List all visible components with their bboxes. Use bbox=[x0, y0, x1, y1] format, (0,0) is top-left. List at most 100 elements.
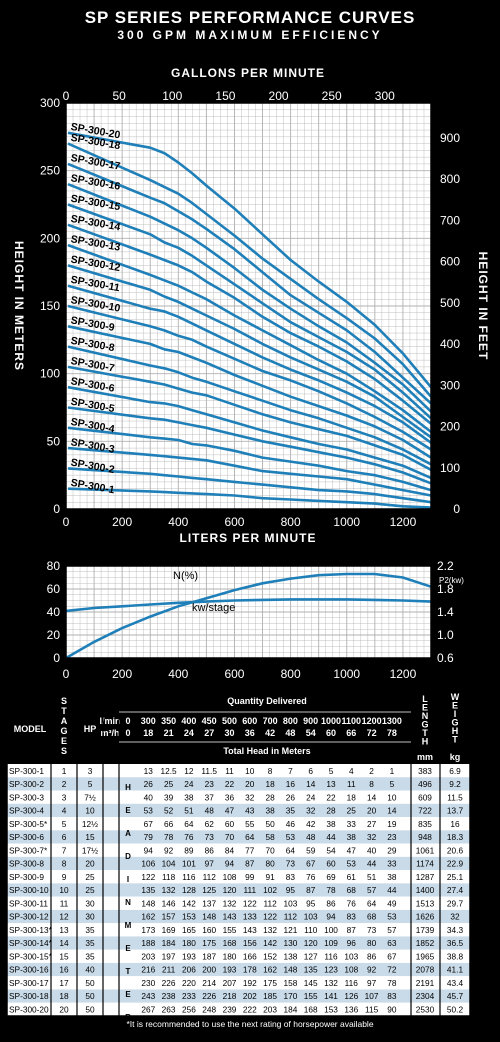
col-header-hp: HP bbox=[84, 724, 97, 734]
cell-head: 153 bbox=[182, 912, 196, 922]
x2-tick-label: 50 bbox=[112, 89, 126, 103]
cell-head: 193 bbox=[223, 965, 237, 975]
cell-head: 38 bbox=[326, 819, 336, 829]
cell-weight: 9.2 bbox=[449, 779, 461, 789]
y2-tick-label: 1.0 bbox=[437, 628, 454, 642]
cell-head: 233 bbox=[182, 991, 196, 1001]
cell-head: 87 bbox=[306, 885, 316, 895]
cell-head: 68 bbox=[367, 912, 377, 922]
x-tick-label: 0 bbox=[63, 667, 70, 681]
table-row bbox=[7, 817, 470, 831]
cell-head: 76 bbox=[347, 898, 357, 908]
cell-head: 83 bbox=[286, 872, 296, 882]
side-label: I bbox=[127, 875, 129, 884]
cell-head: 64 bbox=[184, 819, 194, 829]
cell-head: 38 bbox=[347, 832, 357, 842]
cell-head: 136 bbox=[344, 1005, 358, 1015]
cell-head: 16 bbox=[286, 779, 296, 789]
cell-head: 108 bbox=[223, 872, 237, 882]
table-row bbox=[7, 989, 470, 1003]
cell-hp: 40 bbox=[85, 965, 95, 975]
cell-head: 96 bbox=[347, 938, 357, 948]
footnote: *It is recommended to use the next ratin… bbox=[126, 1019, 374, 1029]
cell-hp: 3 bbox=[88, 766, 93, 776]
cell-head: 37 bbox=[205, 792, 215, 802]
cell-head: 73 bbox=[286, 859, 296, 869]
cell-head: 256 bbox=[182, 1005, 196, 1015]
cell-model: SP-300-15* bbox=[9, 951, 53, 961]
x2-tick-label: 100 bbox=[162, 89, 182, 103]
row-label-m3h: m³/h bbox=[101, 728, 120, 738]
y-axis-label: HEIGHT IN METERS bbox=[12, 241, 26, 371]
x-tick-label: 800 bbox=[281, 515, 301, 529]
cell-weight: 41.1 bbox=[447, 965, 464, 975]
x-tick-label: 1200 bbox=[390, 515, 417, 529]
cell-head: 53 bbox=[387, 912, 397, 922]
flow-lmin-label: 900 bbox=[303, 716, 318, 726]
cell-model: SP-300-9 bbox=[9, 872, 44, 882]
cell-stages: 12 bbox=[59, 912, 69, 922]
cell-weight: 38.8 bbox=[447, 951, 464, 961]
cell-weight: 20.6 bbox=[447, 845, 464, 855]
cell-head: 226 bbox=[202, 991, 216, 1001]
y2-tick-label: 0.6 bbox=[437, 651, 454, 665]
cell-head: 146 bbox=[162, 898, 176, 908]
cell-head: 132 bbox=[324, 978, 338, 988]
x-tick-label: 400 bbox=[168, 667, 188, 681]
cell-head: 22 bbox=[225, 779, 235, 789]
cell-length: 1287 bbox=[416, 872, 435, 882]
cell-head: 25 bbox=[164, 779, 174, 789]
cell-head: 61 bbox=[347, 872, 357, 882]
cell-head: 89 bbox=[184, 845, 194, 855]
cell-weight: 36.5 bbox=[447, 938, 464, 948]
cell-hp: 10 bbox=[85, 806, 95, 816]
cell-head: 141 bbox=[324, 991, 338, 1001]
cell-head: 69 bbox=[326, 872, 336, 882]
side-label: T bbox=[126, 967, 131, 976]
table-row bbox=[7, 764, 470, 778]
y-tick-label: 0 bbox=[53, 651, 60, 665]
cell-head: 92 bbox=[164, 845, 174, 855]
cell-head: 142 bbox=[182, 898, 196, 908]
cell-head: 11.5 bbox=[201, 766, 217, 776]
flow-m3h-label: 0 bbox=[125, 728, 130, 738]
series-label: N(%) bbox=[173, 570, 198, 582]
x-tick-label: 1200 bbox=[390, 667, 417, 681]
cell-head: 77 bbox=[245, 845, 255, 855]
y-tick-label: 0 bbox=[53, 502, 60, 516]
cell-head: 166 bbox=[243, 951, 257, 961]
cell-stages: 6 bbox=[62, 832, 67, 842]
table-row bbox=[7, 1002, 470, 1016]
cell-head: 184 bbox=[283, 1005, 297, 1015]
cell-head: 55 bbox=[245, 819, 255, 829]
cell-head: 18 bbox=[265, 779, 275, 789]
cell-weight: 43.4 bbox=[447, 978, 464, 988]
flow-m3h-label: 27 bbox=[204, 728, 214, 738]
cell-stages: 7 bbox=[62, 845, 67, 855]
cell-head: 36 bbox=[225, 792, 235, 802]
x-tick-label: 600 bbox=[224, 667, 244, 681]
flow-lmin-label: 400 bbox=[181, 716, 196, 726]
cell-stages: 10 bbox=[59, 885, 69, 895]
cell-head: 10 bbox=[245, 766, 255, 776]
cell-head: 121 bbox=[283, 925, 297, 935]
series-line bbox=[67, 487, 432, 509]
cell-head: 25 bbox=[347, 806, 357, 816]
cell-head: 28 bbox=[326, 806, 336, 816]
cell-head: 5 bbox=[329, 766, 334, 776]
cell-head: 46 bbox=[286, 819, 296, 829]
cell-head: 18 bbox=[347, 792, 357, 802]
cell-head: 168 bbox=[223, 938, 237, 948]
cell-head: 13 bbox=[326, 779, 336, 789]
cell-hp: 50 bbox=[85, 1005, 95, 1015]
col-header-weight: I bbox=[454, 709, 457, 719]
cell-head: 214 bbox=[202, 978, 216, 988]
y2-tick-label: 200 bbox=[440, 420, 460, 434]
cell-head: 178 bbox=[243, 965, 257, 975]
cell-head: 44 bbox=[367, 859, 377, 869]
cell-head: 40 bbox=[144, 792, 154, 802]
cell-head: 59 bbox=[306, 845, 316, 855]
cell-head: 38 bbox=[265, 806, 275, 816]
cell-head: 160 bbox=[202, 925, 216, 935]
cell-model: SP-300-8 bbox=[9, 859, 44, 869]
